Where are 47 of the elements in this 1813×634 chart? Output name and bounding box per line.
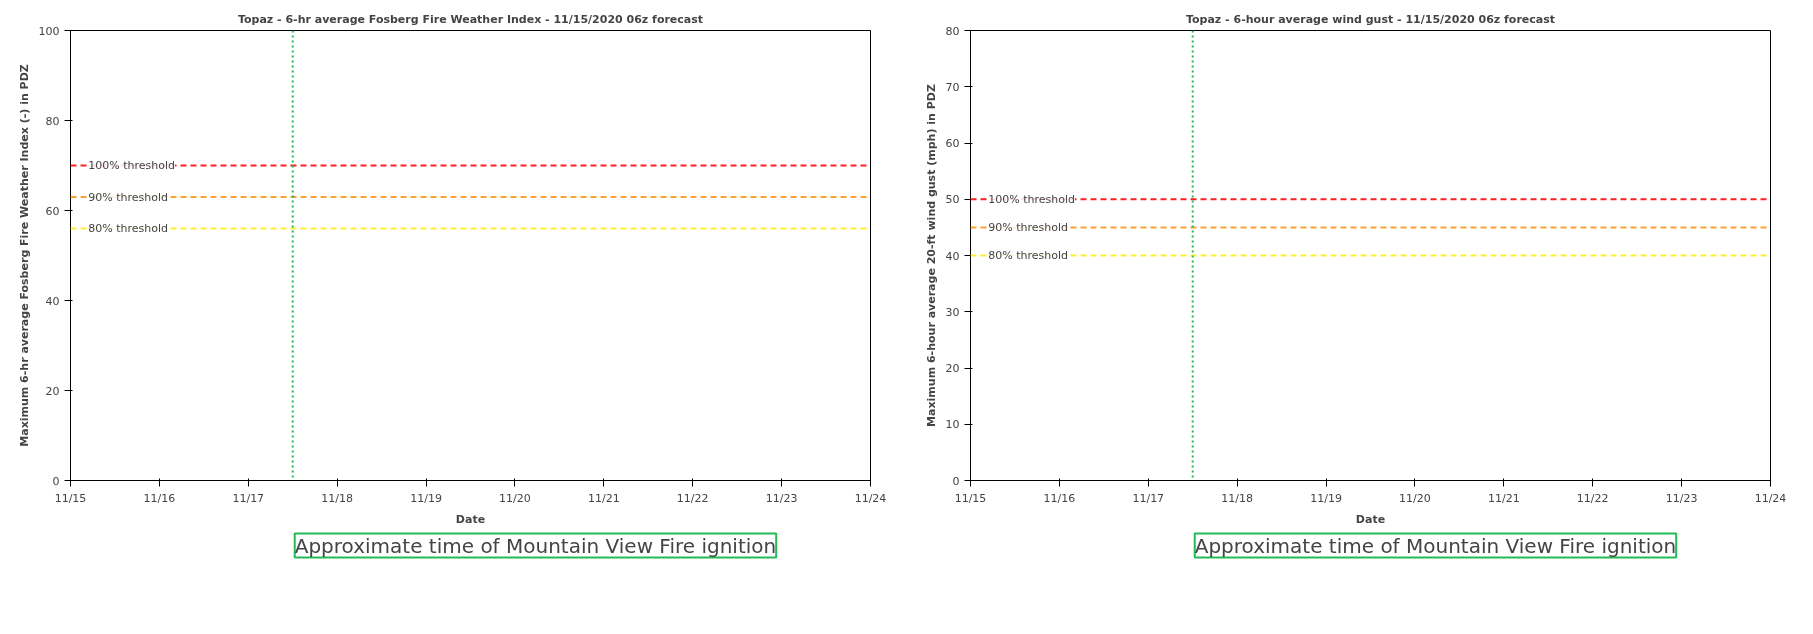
x-tick-label: 11/17 <box>1132 491 1165 505</box>
ref-line-label: 90% threshold <box>88 190 169 204</box>
y-axis-title: Maximum 6-hour average 20-ft wind gust (mph) in PDZ <box>924 84 938 427</box>
x-tick-label: 11/16 <box>1043 491 1076 505</box>
y-tick-label: 30 <box>945 305 960 319</box>
y-tick-label: 80 <box>45 114 60 128</box>
y-tick-label: 100 <box>38 24 60 38</box>
x-tick-label: 11/21 <box>587 491 620 505</box>
y-tick-label: 0 <box>52 474 60 488</box>
x-tick-label: 11/18 <box>1221 491 1254 505</box>
y-tick-label: 80 <box>945 24 960 38</box>
x-tick-label: 11/18 <box>321 491 354 505</box>
x-tick-label: 11/19 <box>1310 491 1342 505</box>
x-tick-label: 11/22 <box>1576 491 1609 505</box>
x-tick-label: 11/15 <box>954 491 987 505</box>
x-tick-label: 11/21 <box>1487 491 1520 505</box>
x-axis-title: Date <box>1355 512 1386 526</box>
ref-line-label: 100% threshold <box>88 159 176 172</box>
x-tick-label: 11/23 <box>1665 491 1698 505</box>
y-tick-label: 10 <box>945 418 960 432</box>
x-tick-label: 11/23 <box>765 491 798 505</box>
y-tick-label: 40 <box>945 249 960 263</box>
y-tick-label: 60 <box>45 204 60 218</box>
y-tick-label: 40 <box>45 294 60 308</box>
y-tick-label: 0 <box>952 474 960 488</box>
y-tick-label: 20 <box>945 362 960 375</box>
x-tick-label: 11/19 <box>410 491 442 505</box>
ref-line-label: 80% threshold <box>88 222 169 235</box>
x-axis-title: Date <box>455 512 486 526</box>
y-tick-label: 60 <box>945 137 960 150</box>
y-tick-label: 50 <box>945 193 960 207</box>
y-axis-title: Maximum 6-hr average Fosberg Fire Weather Index (-) in PDZ <box>17 64 31 447</box>
x-tick-label: 11/20 <box>1399 491 1431 505</box>
y-tick-label: 20 <box>45 384 60 398</box>
x-tick-label: 11/16 <box>143 491 176 505</box>
x-tick-label: 11/17 <box>232 491 265 505</box>
x-tick-label: 11/22 <box>676 491 709 505</box>
x-tick-label: 11/20 <box>499 491 531 505</box>
chart-title: Topaz - 6-hr average Fosberg Fire Weather Index - 11/15/2020 06z forecast <box>237 12 704 26</box>
chart-title: Topaz - 6-hour average wind gust - 11/15/2020 06z forecast <box>1185 12 1556 26</box>
x-tick-label: 11/24 <box>854 491 887 505</box>
ref-line-label: 80% threshold <box>988 249 1069 262</box>
ref-line-label: 90% threshold <box>988 220 1069 234</box>
x-tick-label: 11/15 <box>54 491 87 505</box>
y-tick-label: 70 <box>945 80 960 94</box>
x-tick-label: 11/24 <box>1754 491 1787 505</box>
ref-line-label: 100% threshold <box>988 192 1076 206</box>
